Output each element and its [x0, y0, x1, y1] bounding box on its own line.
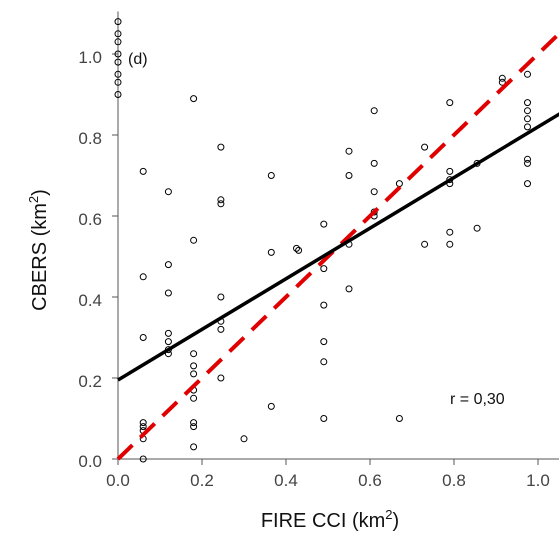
data-point-38: [217, 325, 225, 333]
data-point-27: [190, 370, 198, 378]
data-point-11: [139, 419, 147, 427]
data-point-23: [190, 95, 198, 103]
data-point-59: [370, 208, 378, 216]
data-point-73: [498, 74, 506, 82]
data-point-9: [139, 273, 147, 281]
data-point-29: [190, 394, 198, 402]
regression-line: [117, 112, 559, 382]
data-point-33: [217, 143, 225, 151]
data-point-77: [524, 107, 531, 115]
data-point-36: [217, 293, 225, 301]
data-point-57: [370, 159, 378, 167]
data-point-64: [421, 240, 429, 248]
data-point-6: [114, 78, 122, 86]
data-point-5: [114, 70, 122, 78]
data-point-12: [139, 423, 147, 431]
y-tick-label-5: 1.0: [78, 48, 102, 67]
data-point-74: [498, 78, 506, 86]
data-point-76: [524, 99, 531, 107]
data-point-61: [395, 180, 403, 188]
data-point-19: [164, 329, 172, 337]
data-point-25: [190, 350, 198, 358]
data-point-81: [524, 159, 531, 167]
data-point-18: [164, 289, 172, 297]
data-point-4: [114, 58, 122, 66]
data-point-53: [345, 172, 353, 179]
x-tick-label-4: 0.8: [442, 471, 466, 490]
x-tick-label-1: 0.2: [190, 471, 214, 490]
data-point-17: [164, 261, 172, 269]
data-point-48: [320, 301, 328, 309]
data-point-39: [217, 374, 225, 382]
data-point-32: [190, 443, 198, 451]
data-point-58: [370, 188, 378, 196]
data-point-70: [446, 240, 454, 248]
identity-line: [116, 30, 559, 461]
data-point-75: [524, 70, 531, 78]
x-tick-label-0: 0.0: [106, 471, 130, 490]
x-axis-label: FIRE CCI (km2): [261, 507, 399, 532]
x-tick-label-5: 1.0: [526, 471, 550, 490]
data-point-0: [114, 18, 122, 26]
data-point-80: [524, 155, 531, 163]
data-point-82: [524, 180, 531, 188]
data-point-50: [320, 358, 328, 366]
data-point-52: [345, 147, 353, 155]
y-tick-label-3: 0.6: [78, 210, 102, 229]
data-point-65: [446, 99, 454, 107]
data-point-34: [217, 196, 225, 204]
y-tick-label-2: 0.4: [78, 291, 102, 310]
data-point-41: [267, 172, 275, 179]
y-axis-label: CBERS (km2): [26, 189, 51, 311]
data-point-69: [446, 228, 454, 236]
data-point-42: [267, 248, 275, 256]
data-point-46: [320, 220, 328, 228]
data-point-35: [217, 200, 225, 208]
y-tick-label-4: 0.8: [78, 129, 102, 148]
correlation-annotation: r = 0,30: [450, 391, 505, 408]
y-tick-label-0: 0.0: [78, 452, 102, 471]
data-point-30: [190, 419, 198, 427]
x-tick-label-2: 0.4: [274, 471, 298, 490]
data-point-1: [114, 30, 122, 38]
data-point-31: [190, 423, 198, 431]
data-point-47: [320, 265, 328, 273]
data-point-44: [293, 244, 300, 252]
data-point-43: [267, 402, 275, 410]
data-point-3: [114, 50, 122, 58]
data-point-26: [190, 362, 198, 370]
data-point-63: [421, 143, 429, 151]
data-point-40: [240, 435, 248, 443]
data-point-15: [139, 455, 147, 463]
panel-label: (d): [128, 51, 148, 68]
data-point-56: [370, 107, 378, 115]
data-point-55: [345, 285, 353, 293]
data-point-16: [164, 188, 172, 196]
data-point-24: [190, 236, 198, 244]
data-point-72: [473, 224, 481, 232]
y-tick-label-1: 0.2: [78, 372, 102, 391]
data-point-10: [139, 334, 147, 341]
data-point-8: [139, 167, 147, 175]
data-point-7: [114, 91, 122, 98]
x-tick-label-3: 0.6: [358, 471, 382, 490]
data-point-66: [446, 167, 454, 175]
data-point-51: [320, 415, 328, 422]
data-point-62: [395, 415, 403, 422]
data-point-78: [524, 115, 531, 123]
data-point-79: [524, 123, 531, 131]
data-point-2: [114, 38, 122, 46]
data-point-49: [320, 338, 328, 346]
data-point-45: [295, 246, 303, 254]
data-point-20: [164, 338, 172, 346]
